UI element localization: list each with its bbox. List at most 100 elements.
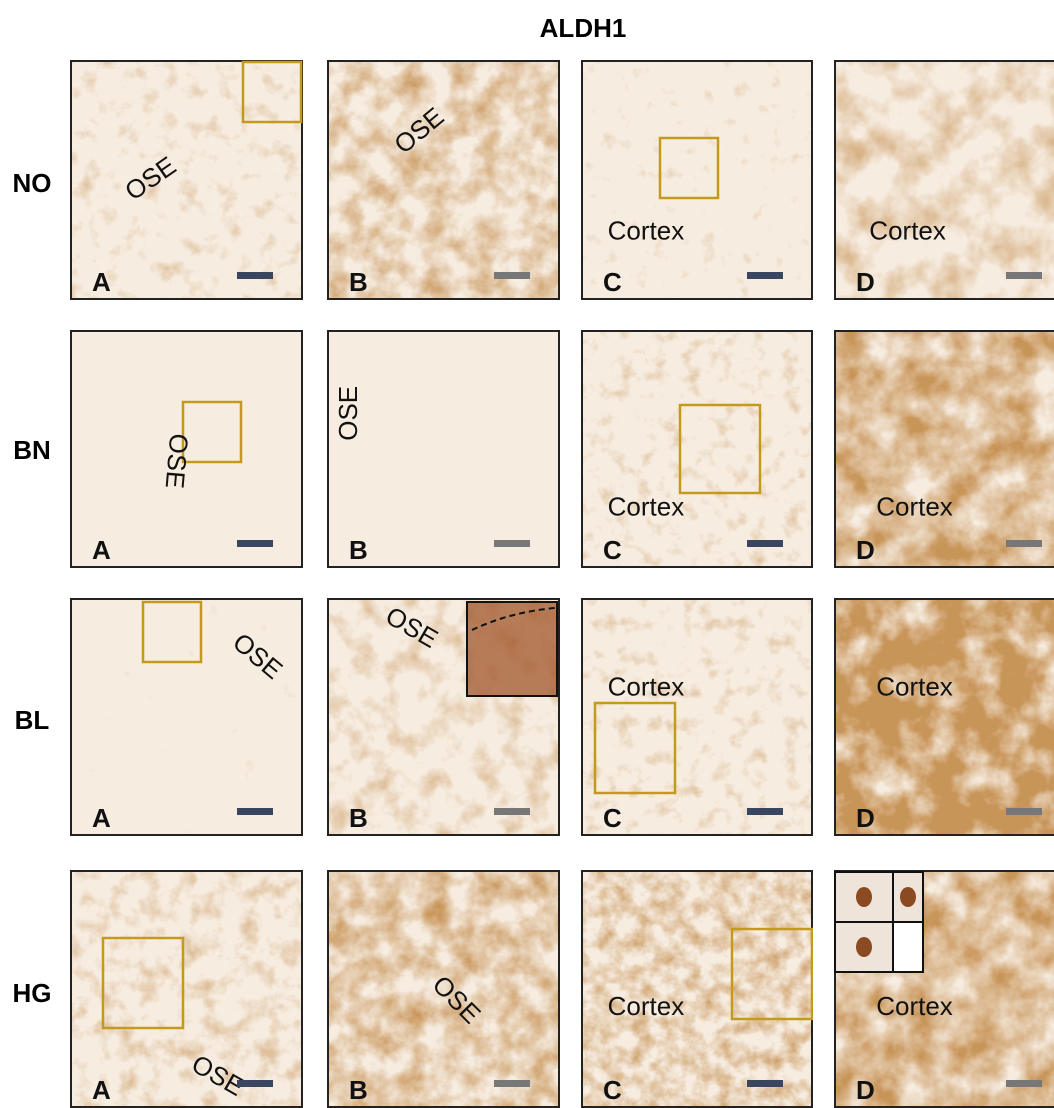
cell xyxy=(856,887,872,907)
panel-letter: D xyxy=(856,803,875,833)
stain-texture xyxy=(834,598,1054,836)
stain-texture xyxy=(581,60,813,300)
micrograph-panel: OSE A xyxy=(70,330,303,568)
micrograph-panel: Cortex C xyxy=(581,60,813,300)
stain-texture xyxy=(327,870,560,1108)
row-label: BN xyxy=(13,435,51,465)
scale-bar xyxy=(237,272,273,279)
micrograph-panel: Cortex D xyxy=(834,598,1054,836)
stain-texture xyxy=(70,330,303,568)
micrograph-panel: Cortex D xyxy=(834,60,1054,300)
stain-texture xyxy=(327,60,560,300)
stain-texture xyxy=(327,330,560,568)
zoom-box xyxy=(241,60,303,124)
scale-bar xyxy=(747,808,783,815)
panel-border xyxy=(70,870,303,1108)
figure-title: ALDH1 xyxy=(540,13,627,43)
scale-bar xyxy=(1006,1080,1042,1087)
stain-texture xyxy=(581,330,813,568)
micrograph-panel: Cortex C xyxy=(581,330,813,568)
cell xyxy=(900,887,916,907)
scale-bar xyxy=(237,540,273,547)
cell xyxy=(856,937,872,957)
panel-letter: B xyxy=(349,1075,368,1105)
scale-bar xyxy=(1006,808,1042,815)
panel-border xyxy=(327,330,560,568)
tissue-label: OSE xyxy=(160,432,195,489)
panel-letter: A xyxy=(92,1075,111,1105)
zoom-box xyxy=(730,927,813,1021)
row-label: BL xyxy=(15,705,50,735)
scale-bar xyxy=(747,1080,783,1087)
panel-border xyxy=(70,330,303,568)
panel-letter: C xyxy=(603,803,622,833)
zoom-box xyxy=(101,936,185,1030)
panel-letter: B xyxy=(349,803,368,833)
inset xyxy=(892,871,924,923)
panel-letter: A xyxy=(92,535,111,565)
tissue-label: Cortex xyxy=(869,216,946,246)
panel-letter: D xyxy=(856,1075,875,1105)
inset-boundary xyxy=(471,607,556,631)
scale-bar xyxy=(237,808,273,815)
stain-texture xyxy=(834,330,1054,568)
micrograph-panel: Cortex C xyxy=(581,870,813,1108)
scale-bar xyxy=(494,1080,530,1087)
panel-border xyxy=(834,60,1054,300)
panel-letter: A xyxy=(92,803,111,833)
tissue-label: Cortex xyxy=(608,491,685,521)
scale-bar xyxy=(494,540,530,547)
scale-bar xyxy=(494,272,530,279)
panel-letter: C xyxy=(603,1075,622,1105)
zoom-box xyxy=(678,403,762,495)
tissue-label: Cortex xyxy=(608,671,685,701)
panel-border xyxy=(834,330,1054,568)
zoom-box xyxy=(658,136,720,200)
stain-texture xyxy=(70,870,303,1108)
zoom-box xyxy=(141,600,203,664)
inset xyxy=(892,921,924,973)
tissue-label: Cortex xyxy=(876,991,953,1021)
panel-border xyxy=(834,598,1054,836)
zoom-box xyxy=(593,701,677,795)
scale-bar xyxy=(494,808,530,815)
scale-bar xyxy=(747,540,783,547)
row-label: NO xyxy=(13,168,52,198)
tissue-label: OSE xyxy=(333,386,363,441)
micrograph-panel: Cortex D xyxy=(834,870,1054,1108)
panel-border xyxy=(581,598,813,836)
micrograph-panel: OSE B xyxy=(327,330,560,568)
scale-bar xyxy=(1006,272,1042,279)
tissue-label: Cortex xyxy=(608,991,685,1021)
scale-bar xyxy=(1006,540,1042,547)
row-label: HG xyxy=(13,978,52,1008)
panel-border xyxy=(327,60,560,300)
panel-letter: B xyxy=(349,535,368,565)
stain-texture xyxy=(834,60,1054,300)
panel-border xyxy=(70,598,303,836)
scale-bar xyxy=(237,1080,273,1087)
panel-border xyxy=(581,330,813,568)
panel-letter: D xyxy=(856,267,875,297)
panel-border xyxy=(581,60,813,300)
zoom-box xyxy=(181,400,243,464)
panel-border xyxy=(834,870,1054,1108)
panel-letter: C xyxy=(603,535,622,565)
stain-texture xyxy=(70,598,303,836)
panel-border xyxy=(70,60,303,300)
stain-texture xyxy=(581,598,813,836)
micrograph-panel: Cortex C xyxy=(581,598,813,836)
panel-letter: B xyxy=(349,267,368,297)
scale-bar xyxy=(747,272,783,279)
inset xyxy=(466,601,558,697)
tissue-label: Cortex xyxy=(876,671,953,701)
panel-letter: C xyxy=(603,267,622,297)
tissue-label: Cortex xyxy=(876,491,953,521)
